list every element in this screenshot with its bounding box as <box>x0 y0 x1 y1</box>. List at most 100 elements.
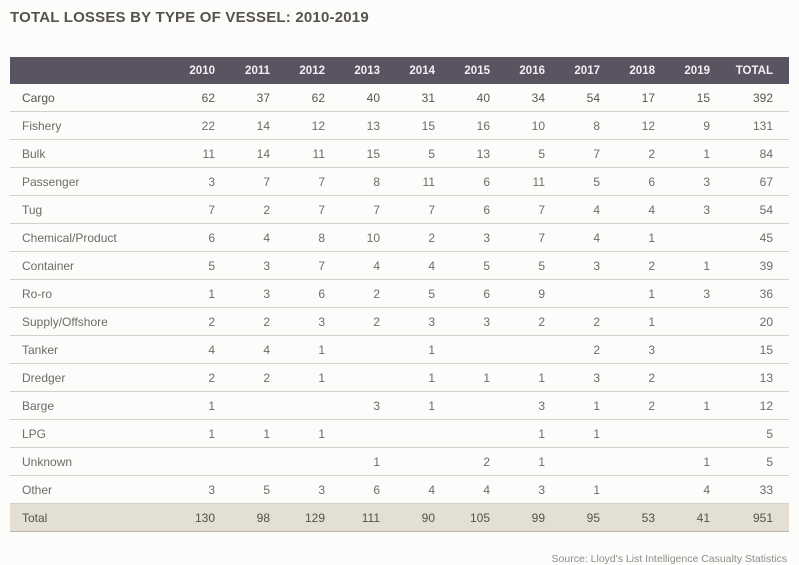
value-cell <box>286 392 341 420</box>
value-cell <box>341 336 396 364</box>
value-cell: 4 <box>373 258 380 273</box>
row-label: Chemical/Product <box>22 230 117 245</box>
value-cell <box>616 448 671 476</box>
value-cell: 5 <box>263 482 270 497</box>
value-cell: 1 <box>483 370 490 385</box>
value-cell: 99 <box>531 510 545 525</box>
value-cell: 1 <box>703 146 710 161</box>
value-cell: 16 <box>476 118 490 133</box>
value-cell: 2 <box>593 314 600 329</box>
value-cell: 3 <box>263 258 270 273</box>
value-cell <box>506 336 561 364</box>
value-cell: 10 <box>366 230 380 245</box>
value-cell: 1 <box>208 398 215 413</box>
total-cell: 15 <box>759 342 773 357</box>
value-cell: 98 <box>256 510 270 525</box>
value-cell: 4 <box>208 342 215 357</box>
value-cell <box>341 364 396 392</box>
total-cell: 951 <box>752 510 773 525</box>
value-cell <box>341 420 396 448</box>
value-cell: 4 <box>263 230 270 245</box>
value-cell: 41 <box>696 510 710 525</box>
value-cell <box>671 224 726 252</box>
value-cell: 7 <box>318 174 325 189</box>
value-cell: 1 <box>318 342 325 357</box>
value-cell: 3 <box>703 174 710 189</box>
value-cell: 5 <box>428 286 435 301</box>
value-cell: 111 <box>361 510 380 525</box>
value-cell: 2 <box>648 370 655 385</box>
value-cell: 1 <box>648 314 655 329</box>
value-cell <box>286 448 341 476</box>
value-cell: 1 <box>318 426 325 441</box>
value-cell: 1 <box>208 426 215 441</box>
value-cell: 7 <box>208 202 215 217</box>
value-cell: 6 <box>373 482 380 497</box>
column-header-2015: 2015 <box>451 57 506 84</box>
value-cell: 3 <box>373 398 380 413</box>
source-note: Source: Lloyd's List Intelligence Casual… <box>551 553 787 565</box>
value-cell: 6 <box>483 286 490 301</box>
value-cell: 8 <box>318 230 325 245</box>
value-cell: 2 <box>593 342 600 357</box>
value-cell: 4 <box>648 202 655 217</box>
total-cell: 13 <box>759 370 773 385</box>
value-cell: 130 <box>194 510 215 525</box>
page-title: TOTAL LOSSES BY TYPE OF VESSEL: 2010-201… <box>10 9 369 26</box>
row-label: Container <box>22 258 75 273</box>
value-cell: 1 <box>428 342 435 357</box>
value-cell: 3 <box>593 370 600 385</box>
value-cell: 34 <box>531 90 545 105</box>
value-cell: 40 <box>476 90 490 105</box>
row-label: Tanker <box>22 342 59 357</box>
column-header-2019: 2019 <box>671 57 726 84</box>
row-label: Total <box>22 510 48 525</box>
value-cell: 53 <box>641 510 655 525</box>
value-cell: 6 <box>648 174 655 189</box>
value-cell: 4 <box>263 342 270 357</box>
row-label: Dredger <box>22 370 66 385</box>
value-cell <box>561 280 616 308</box>
value-cell: 2 <box>373 314 380 329</box>
total-cell: 84 <box>759 146 773 161</box>
table-row: Container 5 3 7 4 4 5 5 3 2 1 39 <box>10 252 789 280</box>
value-cell <box>671 420 726 448</box>
table-row: Fishery 22 14 12 13 15 16 10 8 12 9 131 <box>10 112 789 140</box>
value-cell: 2 <box>263 370 270 385</box>
column-header-total: TOTAL <box>726 57 789 84</box>
value-cell: 54 <box>586 90 600 105</box>
value-cell: 62 <box>311 90 325 105</box>
value-cell: 31 <box>421 90 435 105</box>
value-cell: 2 <box>483 454 490 469</box>
value-cell: 17 <box>641 90 655 105</box>
value-cell: 4 <box>428 258 435 273</box>
value-cell <box>231 392 286 420</box>
value-cell: 1 <box>428 398 435 413</box>
value-cell: 3 <box>648 342 655 357</box>
total-cell: 20 <box>759 314 773 329</box>
total-cell: 5 <box>766 454 773 469</box>
value-cell: 2 <box>648 258 655 273</box>
value-cell: 2 <box>538 314 545 329</box>
value-cell: 105 <box>469 510 490 525</box>
total-cell: 131 <box>752 118 773 133</box>
table-row: Supply/Offshore 2 2 3 2 3 3 2 2 1 20 <box>10 308 789 336</box>
value-cell: 129 <box>304 510 325 525</box>
vessel-losses-table: 2010 2011 2012 2013 2014 2015 2016 2017 2018 2019… <box>10 57 789 532</box>
value-cell: 1 <box>373 454 380 469</box>
value-cell: 4 <box>593 230 600 245</box>
value-cell <box>396 448 451 476</box>
value-cell <box>451 392 506 420</box>
value-cell: 1 <box>538 370 545 385</box>
table-row: Bulk 11 14 11 15 5 13 5 7 2 1 84 <box>10 140 789 168</box>
value-cell <box>451 336 506 364</box>
row-label: Tug <box>22 202 43 217</box>
row-label: Bulk <box>22 146 46 161</box>
column-header-2018: 2018 <box>616 57 671 84</box>
value-cell: 15 <box>696 90 710 105</box>
value-cell: 7 <box>593 146 600 161</box>
total-row: Total 130 98 129 111 90 105 99 95 53 41 951 <box>10 503 789 532</box>
value-cell: 6 <box>318 286 325 301</box>
table-row: Cargo 62 37 62 40 31 40 34 54 17 15 392 <box>10 84 789 112</box>
table-row: Tanker 4 4 1 1 2 3 15 <box>10 336 789 364</box>
